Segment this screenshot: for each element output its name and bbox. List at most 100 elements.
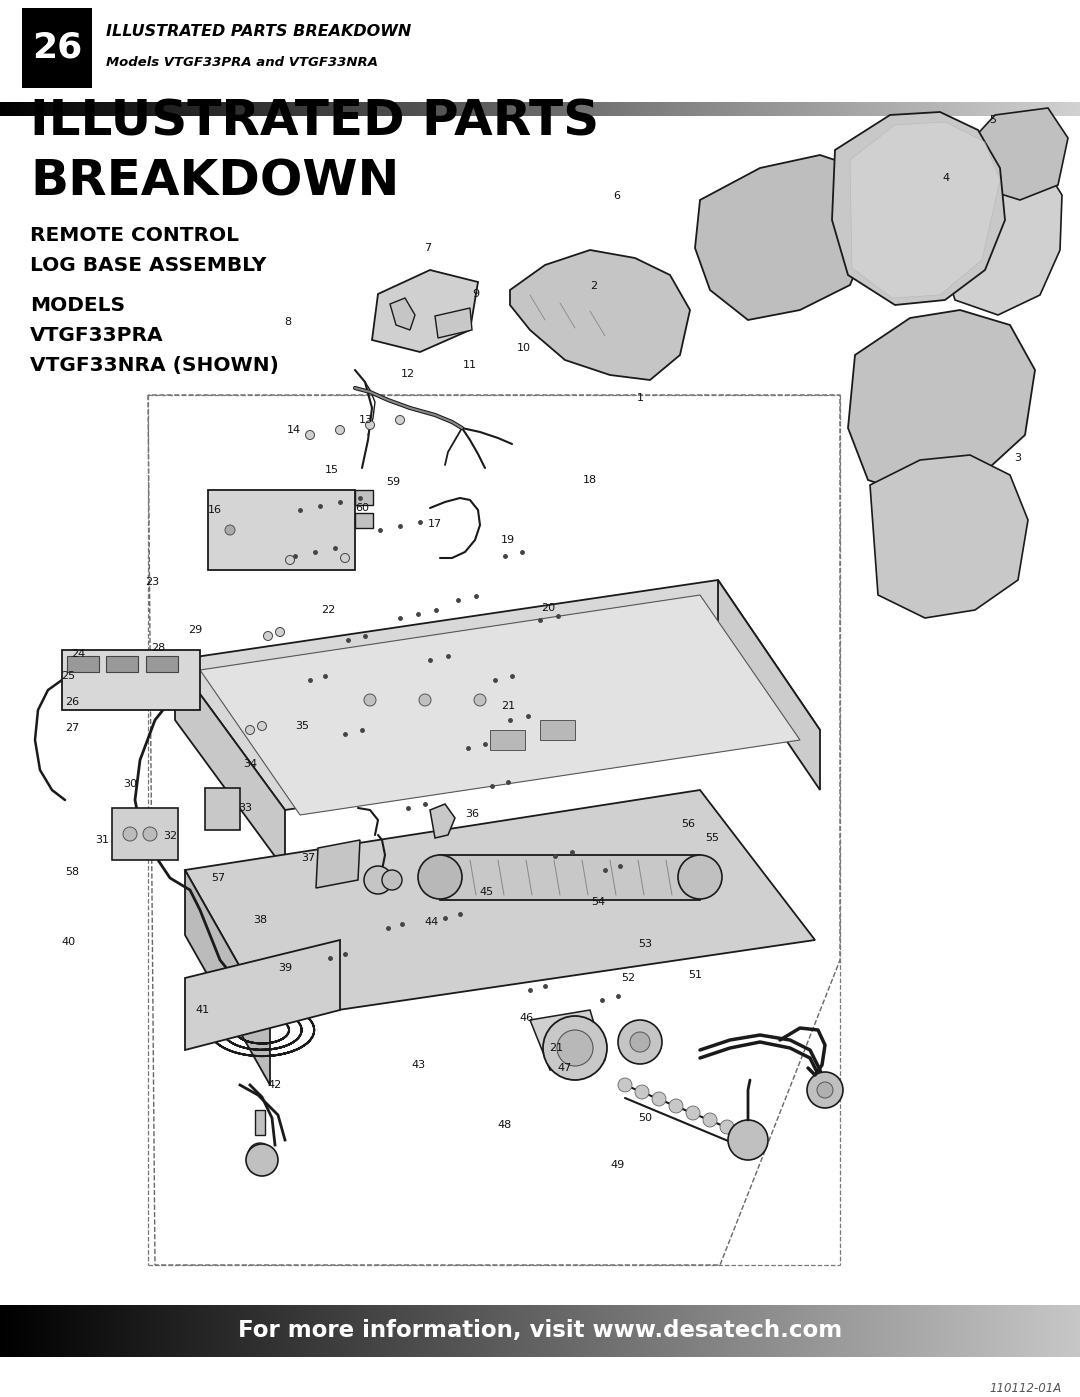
Circle shape	[418, 855, 462, 900]
Bar	[490, 731, 525, 750]
Circle shape	[669, 1099, 683, 1113]
Circle shape	[225, 525, 235, 535]
Text: 110112-01A: 110112-01A	[989, 1382, 1062, 1394]
Circle shape	[246, 1144, 278, 1176]
Text: 38: 38	[253, 915, 267, 925]
Text: 18: 18	[583, 475, 597, 485]
Polygon shape	[942, 158, 1062, 314]
Text: 19: 19	[501, 535, 515, 545]
Circle shape	[618, 1020, 662, 1065]
Polygon shape	[696, 155, 875, 320]
Circle shape	[340, 553, 350, 563]
Polygon shape	[200, 595, 800, 814]
Text: 21: 21	[501, 701, 515, 711]
Text: 25: 25	[60, 671, 76, 680]
Text: 29: 29	[188, 624, 202, 636]
Circle shape	[365, 420, 375, 429]
Text: 9: 9	[472, 289, 480, 299]
Text: 47: 47	[558, 1063, 572, 1073]
Text: 52: 52	[621, 972, 635, 983]
Circle shape	[635, 1085, 649, 1099]
Text: 58: 58	[65, 868, 79, 877]
Text: 49: 49	[611, 1160, 625, 1171]
Polygon shape	[208, 490, 355, 570]
Text: 24: 24	[71, 650, 85, 659]
Text: 34: 34	[243, 759, 257, 768]
Circle shape	[395, 415, 405, 425]
Text: 23: 23	[145, 577, 159, 587]
Text: 55: 55	[705, 833, 719, 842]
Polygon shape	[960, 108, 1068, 200]
Text: 14: 14	[287, 425, 301, 434]
Bar	[355, 513, 373, 528]
Polygon shape	[832, 112, 1005, 305]
Text: 57: 57	[211, 873, 225, 883]
Polygon shape	[510, 250, 690, 380]
Circle shape	[257, 721, 267, 731]
Circle shape	[474, 694, 486, 705]
Text: 4: 4	[943, 173, 949, 183]
Circle shape	[248, 1143, 272, 1166]
Text: 40: 40	[60, 937, 76, 947]
Circle shape	[816, 1083, 833, 1098]
Text: 51: 51	[688, 970, 702, 981]
Circle shape	[123, 827, 137, 841]
Text: 35: 35	[295, 721, 309, 731]
Text: 56: 56	[681, 819, 696, 828]
Text: BREAKDOWN: BREAKDOWN	[30, 156, 400, 205]
Text: 17: 17	[428, 520, 442, 529]
Text: 12: 12	[401, 369, 415, 379]
Circle shape	[557, 1030, 593, 1066]
Text: 36: 36	[465, 809, 480, 819]
Circle shape	[652, 1092, 666, 1106]
Text: 45: 45	[478, 887, 494, 897]
Text: 46: 46	[518, 1013, 534, 1023]
Text: 28: 28	[151, 643, 165, 652]
Polygon shape	[870, 455, 1028, 617]
Polygon shape	[372, 270, 478, 352]
Text: MODELS: MODELS	[30, 296, 125, 314]
Text: 37: 37	[301, 854, 315, 863]
Circle shape	[720, 1120, 734, 1134]
Text: 48: 48	[498, 1120, 512, 1130]
Circle shape	[285, 556, 295, 564]
Text: 13: 13	[359, 415, 373, 425]
Text: 6: 6	[613, 191, 621, 201]
Bar	[146, 657, 178, 672]
Text: 54: 54	[591, 897, 605, 907]
Circle shape	[336, 426, 345, 434]
Text: 26: 26	[65, 697, 79, 707]
Bar	[106, 657, 138, 672]
Circle shape	[678, 855, 723, 900]
Polygon shape	[62, 650, 200, 710]
Text: LOG BASE ASSEMBLY: LOG BASE ASSEMBLY	[30, 256, 267, 275]
Polygon shape	[850, 122, 1000, 298]
Text: VTGF33NRA (SHOWN): VTGF33NRA (SHOWN)	[30, 356, 279, 374]
Circle shape	[143, 827, 157, 841]
Circle shape	[686, 1106, 700, 1120]
Text: 5: 5	[989, 115, 997, 124]
Circle shape	[728, 1120, 768, 1160]
Circle shape	[364, 694, 376, 705]
Circle shape	[738, 1127, 752, 1141]
Polygon shape	[848, 310, 1035, 497]
Text: 2: 2	[591, 281, 597, 291]
Text: 59: 59	[386, 476, 400, 488]
Text: 50: 50	[638, 1113, 652, 1123]
Text: 1: 1	[636, 393, 644, 402]
Polygon shape	[185, 870, 270, 1085]
Polygon shape	[255, 1111, 265, 1134]
Circle shape	[419, 694, 431, 705]
Text: 42: 42	[268, 1080, 282, 1090]
Polygon shape	[390, 298, 415, 330]
Text: 32: 32	[163, 831, 177, 841]
Circle shape	[275, 627, 284, 637]
Bar	[540, 719, 575, 740]
Bar	[22, 8, 92, 88]
Polygon shape	[430, 805, 455, 838]
Text: 53: 53	[638, 939, 652, 949]
Text: For more information, visit www.desatech.com: For more information, visit www.desatech…	[238, 1320, 842, 1343]
Text: 3: 3	[1014, 453, 1022, 462]
Text: 15: 15	[325, 465, 339, 475]
Text: ILLUSTRATED PARTS BREAKDOWN: ILLUSTRATED PARTS BREAKDOWN	[106, 25, 411, 39]
